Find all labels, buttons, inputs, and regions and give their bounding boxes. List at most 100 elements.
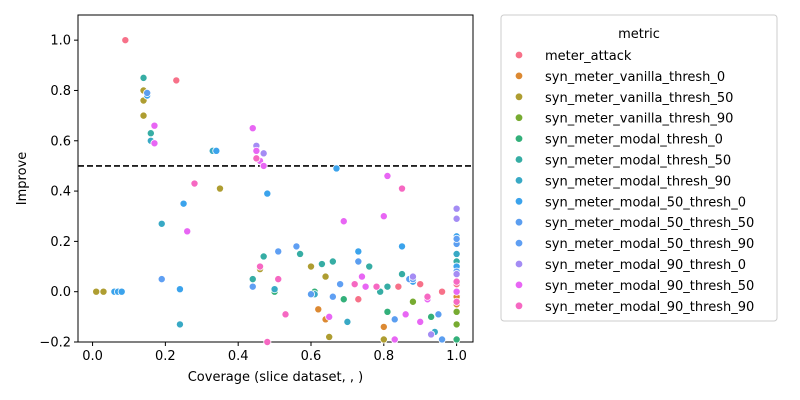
- y-tick-label: 1.0: [50, 34, 71, 49]
- data-point-meter-attack: [354, 295, 363, 304]
- data-point-syn-meter-vanilla-thresh-90: [408, 297, 417, 306]
- legend-box: [500, 14, 778, 322]
- data-point-syn-meter-modal-50-thresh-0: [175, 285, 184, 294]
- data-point-meter-attack: [394, 282, 403, 291]
- data-point-syn-meter-modal-90-thresh-50: [379, 212, 388, 221]
- x-tick-label: 0.2: [155, 349, 176, 364]
- x-axis-label: Coverage (slice dataset, , ): [188, 370, 364, 385]
- legend-marker: [514, 197, 524, 206]
- data-point-syn-meter-modal-90-thresh-90: [281, 310, 290, 319]
- data-point-syn-meter-modal-50-thresh-0: [263, 189, 272, 198]
- legend-marker: [514, 217, 524, 227]
- data-point-syn-meter-modal-90-thresh-50: [383, 171, 392, 180]
- data-point-syn-meter-modal-90-thresh-50: [259, 161, 268, 170]
- data-point-syn-meter-modal-90-thresh-50: [357, 272, 366, 281]
- plot-area: 0.0 0.2 0.4 0.6 0.8 1.0 −0.2 0.0 0.2 0.4 0.6 0.8 1.…: [39, 14, 474, 364]
- data-point-syn-meter-modal-thresh-50: [296, 249, 305, 258]
- data-point-syn-meter-modal-thresh-90: [157, 219, 166, 228]
- data-point-syn-meter-modal-50-thresh-90: [336, 280, 345, 289]
- legend-label: syn_meter_modal_90_thresh_50: [545, 279, 754, 294]
- x-tick-label: 0.0: [82, 349, 103, 364]
- legend-label: syn_meter_vanilla_thresh_0: [545, 70, 725, 85]
- data-point-syn-meter-vanilla-thresh-50: [92, 287, 101, 296]
- data-point-syn-meter-modal-90-thresh-0: [452, 214, 461, 223]
- data-point-syn-meter-modal-50-thresh-0: [212, 146, 221, 155]
- data-point-syn-meter-modal-90-thresh-0: [452, 204, 461, 213]
- data-point-syn-meter-modal-90-thresh-90: [256, 262, 265, 271]
- data-point-syn-meter-vanilla-thresh-50: [215, 184, 224, 193]
- data-point-syn-meter-modal-90-thresh-50: [183, 227, 192, 236]
- data-point-syn-meter-modal-thresh-50: [328, 257, 337, 266]
- data-point-syn-meter-modal-50-thresh-0: [398, 242, 407, 251]
- data-point-syn-meter-modal-thresh-0: [339, 295, 348, 304]
- data-point-syn-meter-modal-50-thresh-90: [248, 282, 257, 291]
- legend-label: syn_meter_vanilla_thresh_90: [545, 112, 733, 127]
- legend-marker: [514, 71, 524, 81]
- data-point-syn-meter-modal-90-thresh-50: [416, 317, 425, 326]
- data-point-syn-meter-modal-thresh-90: [343, 317, 352, 326]
- data-point-syn-meter-modal-90-thresh-90: [252, 154, 261, 163]
- data-point-syn-meter-modal-thresh-50: [317, 260, 326, 269]
- data-point-syn-meter-modal-thresh-50: [365, 262, 374, 271]
- data-point-syn-meter-modal-90-thresh-50: [150, 139, 159, 148]
- legend-label: syn_meter_modal_50_thresh_0: [545, 195, 746, 210]
- data-point-meter-attack: [416, 280, 425, 289]
- data-point-syn-meter-modal-thresh-50: [248, 275, 257, 284]
- data-point-syn-meter-vanilla-thresh-90: [452, 307, 461, 316]
- x-tick-label: 1.0: [446, 349, 467, 364]
- y-tick-label: 0.8: [50, 84, 71, 99]
- y-axis-label: Improve: [15, 152, 30, 205]
- legend-label: syn_meter_modal_90_thresh_90: [545, 300, 754, 315]
- data-point-syn-meter-modal-90-thresh-90: [452, 277, 461, 286]
- y-axis-ticks: −0.2 0.0 0.2 0.4 0.6 0.8 1.0: [39, 34, 78, 351]
- data-point-syn-meter-modal-90-thresh-50: [361, 282, 370, 291]
- data-point-syn-meter-modal-90-thresh-50: [150, 121, 159, 130]
- data-point-syn-meter-modal-50-thresh-0: [179, 199, 188, 208]
- legend-marker: [514, 280, 524, 290]
- legend-label: syn_meter_modal_50_thresh_90: [545, 237, 754, 252]
- legend-label: meter_attack: [545, 49, 632, 64]
- data-point-syn-meter-vanilla-thresh-90: [452, 320, 461, 329]
- data-point-syn-meter-modal-thresh-50: [398, 270, 407, 279]
- legend-marker: [514, 176, 524, 185]
- data-point-syn-meter-modal-90-thresh-90: [350, 280, 359, 289]
- data-point-syn-meter-modal-90-thresh-0: [427, 330, 436, 339]
- data-point-syn-meter-modal-thresh-90: [452, 249, 461, 258]
- data-point-syn-meter-modal-50-thresh-50: [306, 290, 315, 299]
- data-point-syn-meter-vanilla-thresh-50: [321, 272, 330, 281]
- data-point-syn-meter-modal-90-thresh-0: [259, 149, 268, 158]
- data-point-syn-meter-modal-50-thresh-50: [390, 315, 399, 324]
- y-tick-label: −0.2: [39, 336, 71, 351]
- x-tick-label: 0.6: [301, 349, 322, 364]
- data-point-syn-meter-modal-50-thresh-50: [434, 310, 443, 319]
- data-point-syn-meter-modal-50-thresh-90: [328, 292, 337, 301]
- data-point-syn-meter-modal-90-thresh-90: [372, 282, 381, 291]
- data-point-syn-meter-modal-90-thresh-90: [452, 297, 461, 306]
- legend-title: metric: [618, 27, 660, 42]
- data-point-syn-meter-vanilla-thresh-50: [99, 287, 108, 296]
- legend-label: syn_meter_modal_90_thresh_0: [545, 258, 746, 273]
- legend-marker: [514, 259, 524, 269]
- legend-label: syn_meter_modal_thresh_50: [545, 154, 731, 169]
- legend-marker: [514, 92, 524, 101]
- data-point-syn-meter-modal-90-thresh-90: [423, 292, 432, 301]
- plot-frame: [77, 14, 474, 343]
- x-tick-label: 0.8: [373, 349, 394, 364]
- legend-marker: [514, 113, 524, 122]
- data-point-syn-meter-modal-50-thresh-0: [332, 164, 341, 173]
- data-point-syn-meter-modal-thresh-0: [383, 307, 392, 316]
- data-point-syn-meter-modal-90-thresh-90: [190, 179, 199, 188]
- data-point-meter-attack: [121, 36, 130, 45]
- legend-items: meter_attack syn_meter_vanilla_thresh_0sy…: [514, 49, 754, 315]
- data-point-syn-meter-modal-thresh-50: [139, 73, 148, 82]
- data-point-syn-meter-modal-90-thresh-90: [263, 337, 272, 346]
- data-point-syn-meter-modal-90-thresh-50: [252, 146, 261, 155]
- data-point-syn-meter-vanilla-thresh-50: [306, 262, 315, 271]
- x-axis-ticks: 0.0 0.2 0.4 0.6 0.8 1.0: [82, 342, 467, 364]
- legend-marker: [514, 238, 524, 248]
- data-point-syn-meter-modal-90-thresh-50: [325, 312, 334, 321]
- data-point-syn-meter-modal-thresh-90: [175, 320, 184, 329]
- data-point-syn-meter-modal-50-thresh-50: [143, 88, 152, 97]
- data-point-syn-meter-modal-thresh-50: [259, 252, 268, 261]
